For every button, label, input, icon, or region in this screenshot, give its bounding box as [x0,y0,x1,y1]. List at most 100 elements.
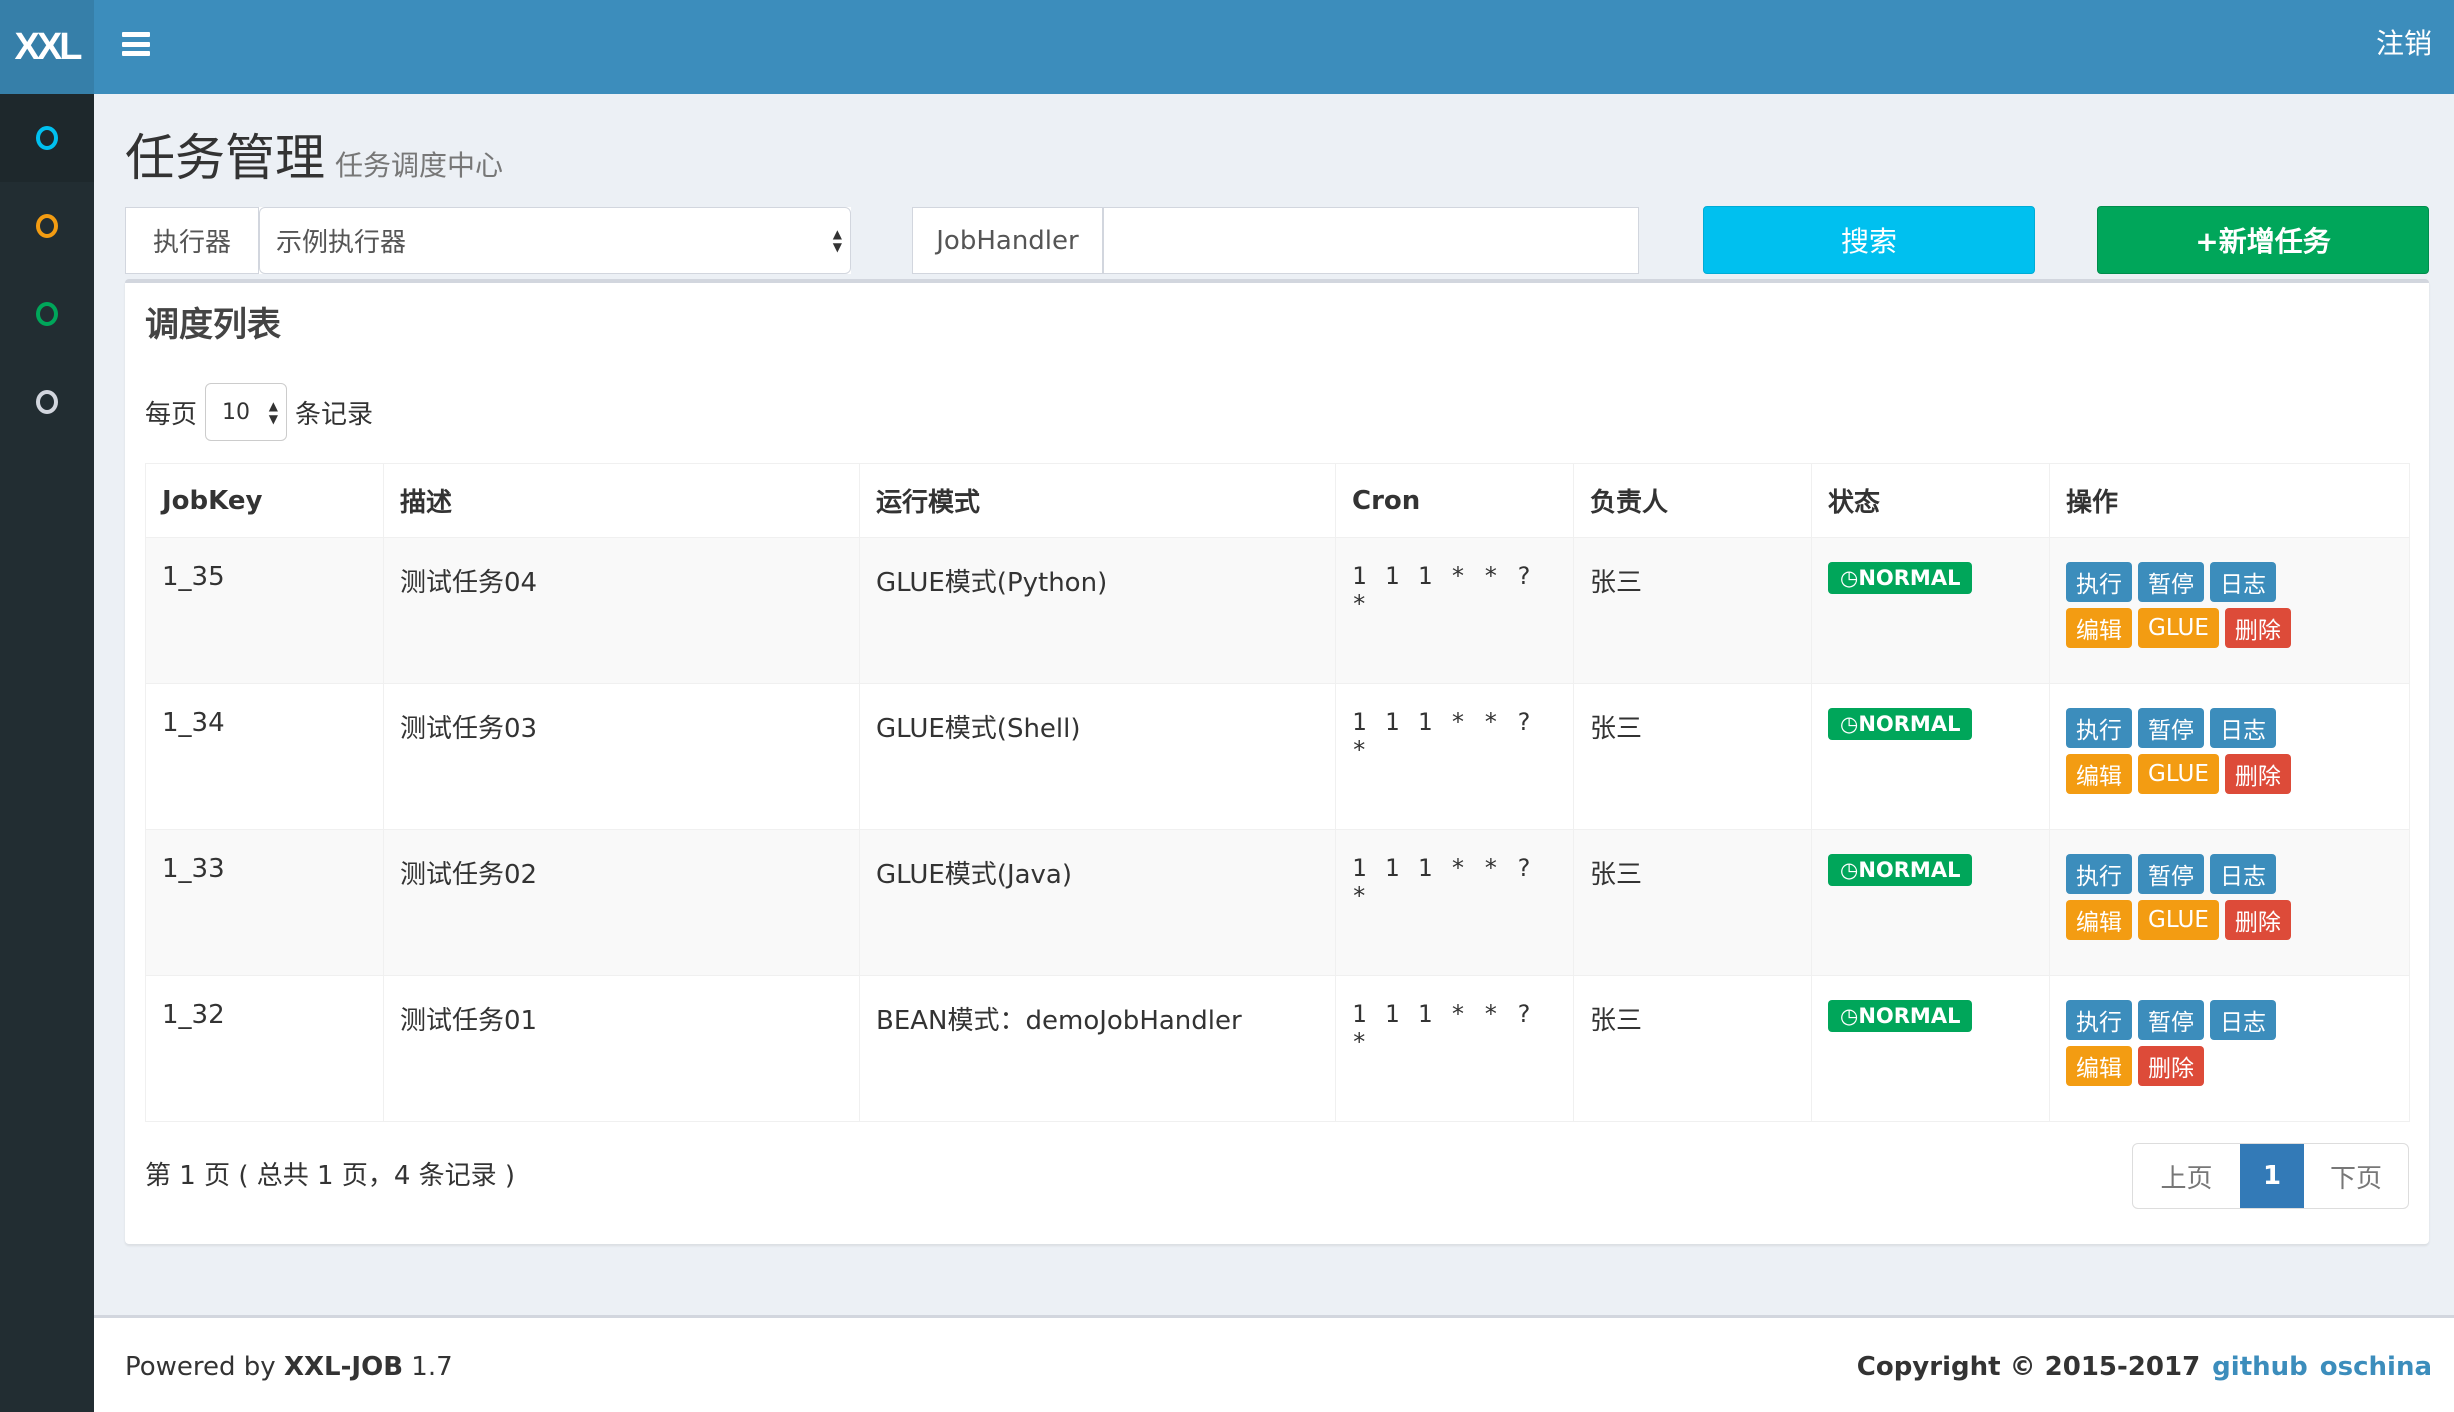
run-button[interactable]: 执行 [2066,1000,2132,1040]
log-button[interactable]: 日志 [2210,854,2276,894]
log-button[interactable]: 日志 [2210,562,2276,602]
pause-button[interactable]: 暂停 [2138,1000,2204,1040]
per-page-suffix: 条记录 [295,399,374,430]
page-subtitle: 任务调度中心 [335,149,504,182]
run-button[interactable]: 执行 [2066,708,2132,748]
glue-button[interactable]: GLUE [2138,900,2219,940]
delete-button[interactable]: 删除 [2224,608,2291,648]
delete-button[interactable]: 删除 [2224,754,2291,794]
cell-mode: BEAN模式：demoJobHandler [859,975,1336,1122]
edit-button[interactable]: 编辑 [2066,754,2132,794]
sidebar-item-1[interactable] [0,94,94,182]
pagination: 上页 1 下页 [2132,1143,2409,1209]
col-mode[interactable]: 运行模式 [859,463,1336,538]
per-page-prefix: 每页 [145,399,198,430]
cell-mode: GLUE模式(Shell) [859,683,1336,830]
github-link[interactable]: github [2212,1352,2308,1382]
version: 1.7 [403,1352,453,1382]
cell-jobkey: 1_34 [145,683,384,830]
cell-status: ◷NORMAL [1811,829,2050,976]
table-row: 1_35 测试任务04 GLUE模式(Python) 1 1 1 * * ? *… [145,537,2410,684]
sidebar-item-3[interactable] [0,270,94,358]
run-button[interactable]: 执行 [2066,854,2132,894]
delete-button[interactable]: 删除 [2224,900,2291,940]
table-row: 1_33 测试任务02 GLUE模式(Java) 1 1 1 * * ? * 张… [145,829,2410,976]
cell-jobkey: 1_35 [145,537,384,684]
glue-button[interactable]: GLUE [2138,754,2219,794]
delete-button[interactable]: 删除 [2138,1046,2204,1086]
run-button[interactable]: 执行 [2066,562,2132,602]
next-page-button[interactable]: 下页 [2329,1163,2382,1194]
page-1-button[interactable]: 1 [2240,1144,2304,1208]
col-desc[interactable]: 描述 [383,463,860,538]
executor-select[interactable]: 示例执行器 ▲ ▼ [259,207,851,274]
search-button[interactable]: 搜索 [1703,206,2035,274]
clock-icon: ◷ [1840,1004,1859,1028]
executor-filter: 执行器 示例执行器 ▲ ▼ [125,207,851,274]
status-text: NORMAL [1858,858,1961,882]
circle-icon [36,126,58,150]
col-status[interactable]: 状态 [1811,463,2050,538]
edit-button[interactable]: 编辑 [2066,608,2132,648]
status-text: NORMAL [1858,566,1961,590]
cell-cron: 1 1 1 * * ? * [1335,683,1574,830]
status-badge: ◷NORMAL [1828,1000,1973,1032]
edit-button[interactable]: 编辑 [2066,900,2132,940]
log-button[interactable]: 日志 [2210,708,2276,748]
cell-owner: 张三 [1573,975,1812,1122]
col-cron[interactable]: Cron [1335,463,1574,538]
menu-toggle-icon[interactable] [122,32,150,56]
col-owner[interactable]: 负责人 [1573,463,1812,538]
status-text: NORMAL [1858,712,1961,736]
pagination-info: 第 1 页 ( 总共 1 页，4 条记录 ) [145,1161,516,1191]
table-row: 1_32 测试任务01 BEAN模式：demoJobHandler 1 1 1 … [145,975,2410,1122]
edit-button[interactable]: 编辑 [2066,1046,2132,1086]
clock-icon: ◷ [1840,712,1859,736]
col-jobkey[interactable]: JobKey [145,463,384,538]
logo[interactable]: XXL [0,0,94,94]
logout-link[interactable]: 注销 [2375,27,2432,60]
cell-jobkey: 1_32 [145,975,384,1122]
product-name: XXL-JOB [283,1352,404,1382]
clock-icon: ◷ [1840,858,1859,882]
oschina-link[interactable]: oschina [2319,1352,2432,1382]
select-arrows-icon: ▲ ▼ [832,227,842,254]
table-row: 1_34 测试任务03 GLUE模式(Shell) 1 1 1 * * ? * … [145,683,2410,830]
select-arrows-icon: ▲ ▼ [268,399,279,426]
cell-cron: 1 1 1 * * ? * [1335,537,1574,684]
status-badge: ◷NORMAL [1828,562,1973,594]
log-button[interactable]: 日志 [2210,1000,2276,1040]
circle-icon [36,302,58,326]
sidebar-item-4[interactable] [0,358,94,446]
pause-button[interactable]: 暂停 [2138,708,2204,748]
glue-button[interactable]: GLUE [2138,608,2219,648]
pause-button[interactable]: 暂停 [2138,562,2204,602]
box-title: 调度列表 [145,305,281,345]
pause-button[interactable]: 暂停 [2138,854,2204,894]
jobhandler-label: JobHandler [912,207,1103,274]
page-size-control: 每页 10 ▲ ▼ 条记录 [145,383,373,441]
cell-owner: 张三 [1573,829,1812,976]
page-size-select[interactable]: 10 ▲ ▼ [205,383,288,441]
cell-cron: 1 1 1 * * ? * [1335,829,1574,976]
circle-icon [36,390,58,414]
cell-desc: 测试任务03 [383,683,860,830]
cell-owner: 张三 [1573,683,1812,830]
cell-cron: 1 1 1 * * ? * [1335,975,1574,1122]
sidebar-item-2[interactable] [0,182,94,270]
top-header: XXL 注销 [0,0,2454,94]
job-list-box: 调度列表 每页 10 ▲ ▼ 条记录 JobKey 描述 运行模式 Cron 负责人… [125,279,2429,1244]
cell-ops: 执行 暂停 日志编辑 GLUE 删除 [2049,537,2410,684]
executor-label: 执行器 [125,207,259,274]
page-title-text: 任务管理 [125,129,325,187]
jobhandler-input[interactable] [1103,207,1639,274]
circle-icon [36,214,58,238]
footer: Powered by XXL-JOB 1.7 Copyright © 2015-… [94,1315,2454,1412]
prev-page-button[interactable]: 上页 [2160,1163,2213,1194]
page-size-value: 10 [222,399,251,425]
status-text: NORMAL [1858,1004,1961,1028]
cell-desc: 测试任务01 [383,975,860,1122]
cell-desc: 测试任务04 [383,537,860,684]
add-job-button[interactable]: +新增任务 [2097,206,2429,274]
status-badge: ◷NORMAL [1828,708,1973,740]
